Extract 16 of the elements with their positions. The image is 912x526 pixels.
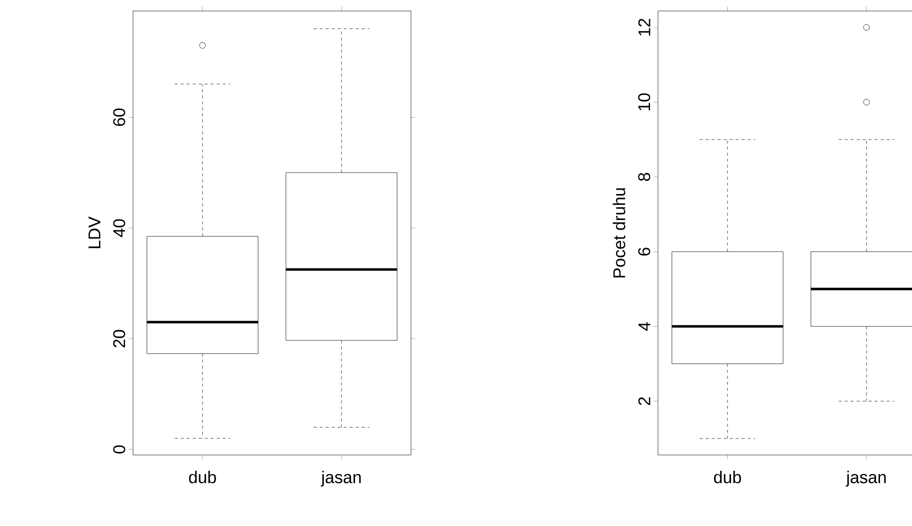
y-axis-title: Pocet druhu bbox=[612, 188, 626, 278]
y-tick-label: 2 bbox=[638, 397, 650, 406]
y-axis-title: LDV bbox=[88, 216, 100, 248]
x-tick-label: dub bbox=[714, 470, 741, 484]
y-tick-label: 12 bbox=[638, 18, 650, 36]
y-tick-label: 0 bbox=[113, 445, 126, 454]
y-tick-label: 60 bbox=[113, 108, 126, 126]
y-tick-label: 10 bbox=[638, 93, 650, 110]
x-tick-label: jasan bbox=[320, 470, 361, 487]
y-tick-label: 4 bbox=[638, 322, 650, 331]
y-tick-label: 40 bbox=[113, 219, 126, 238]
y-tick-label: 20 bbox=[113, 330, 126, 348]
y-tick-label: 6 bbox=[638, 248, 650, 256]
y-tick-label: 8 bbox=[638, 172, 650, 181]
x-tick-label: dub bbox=[189, 470, 216, 484]
x-tick-label: jasan bbox=[846, 470, 886, 487]
